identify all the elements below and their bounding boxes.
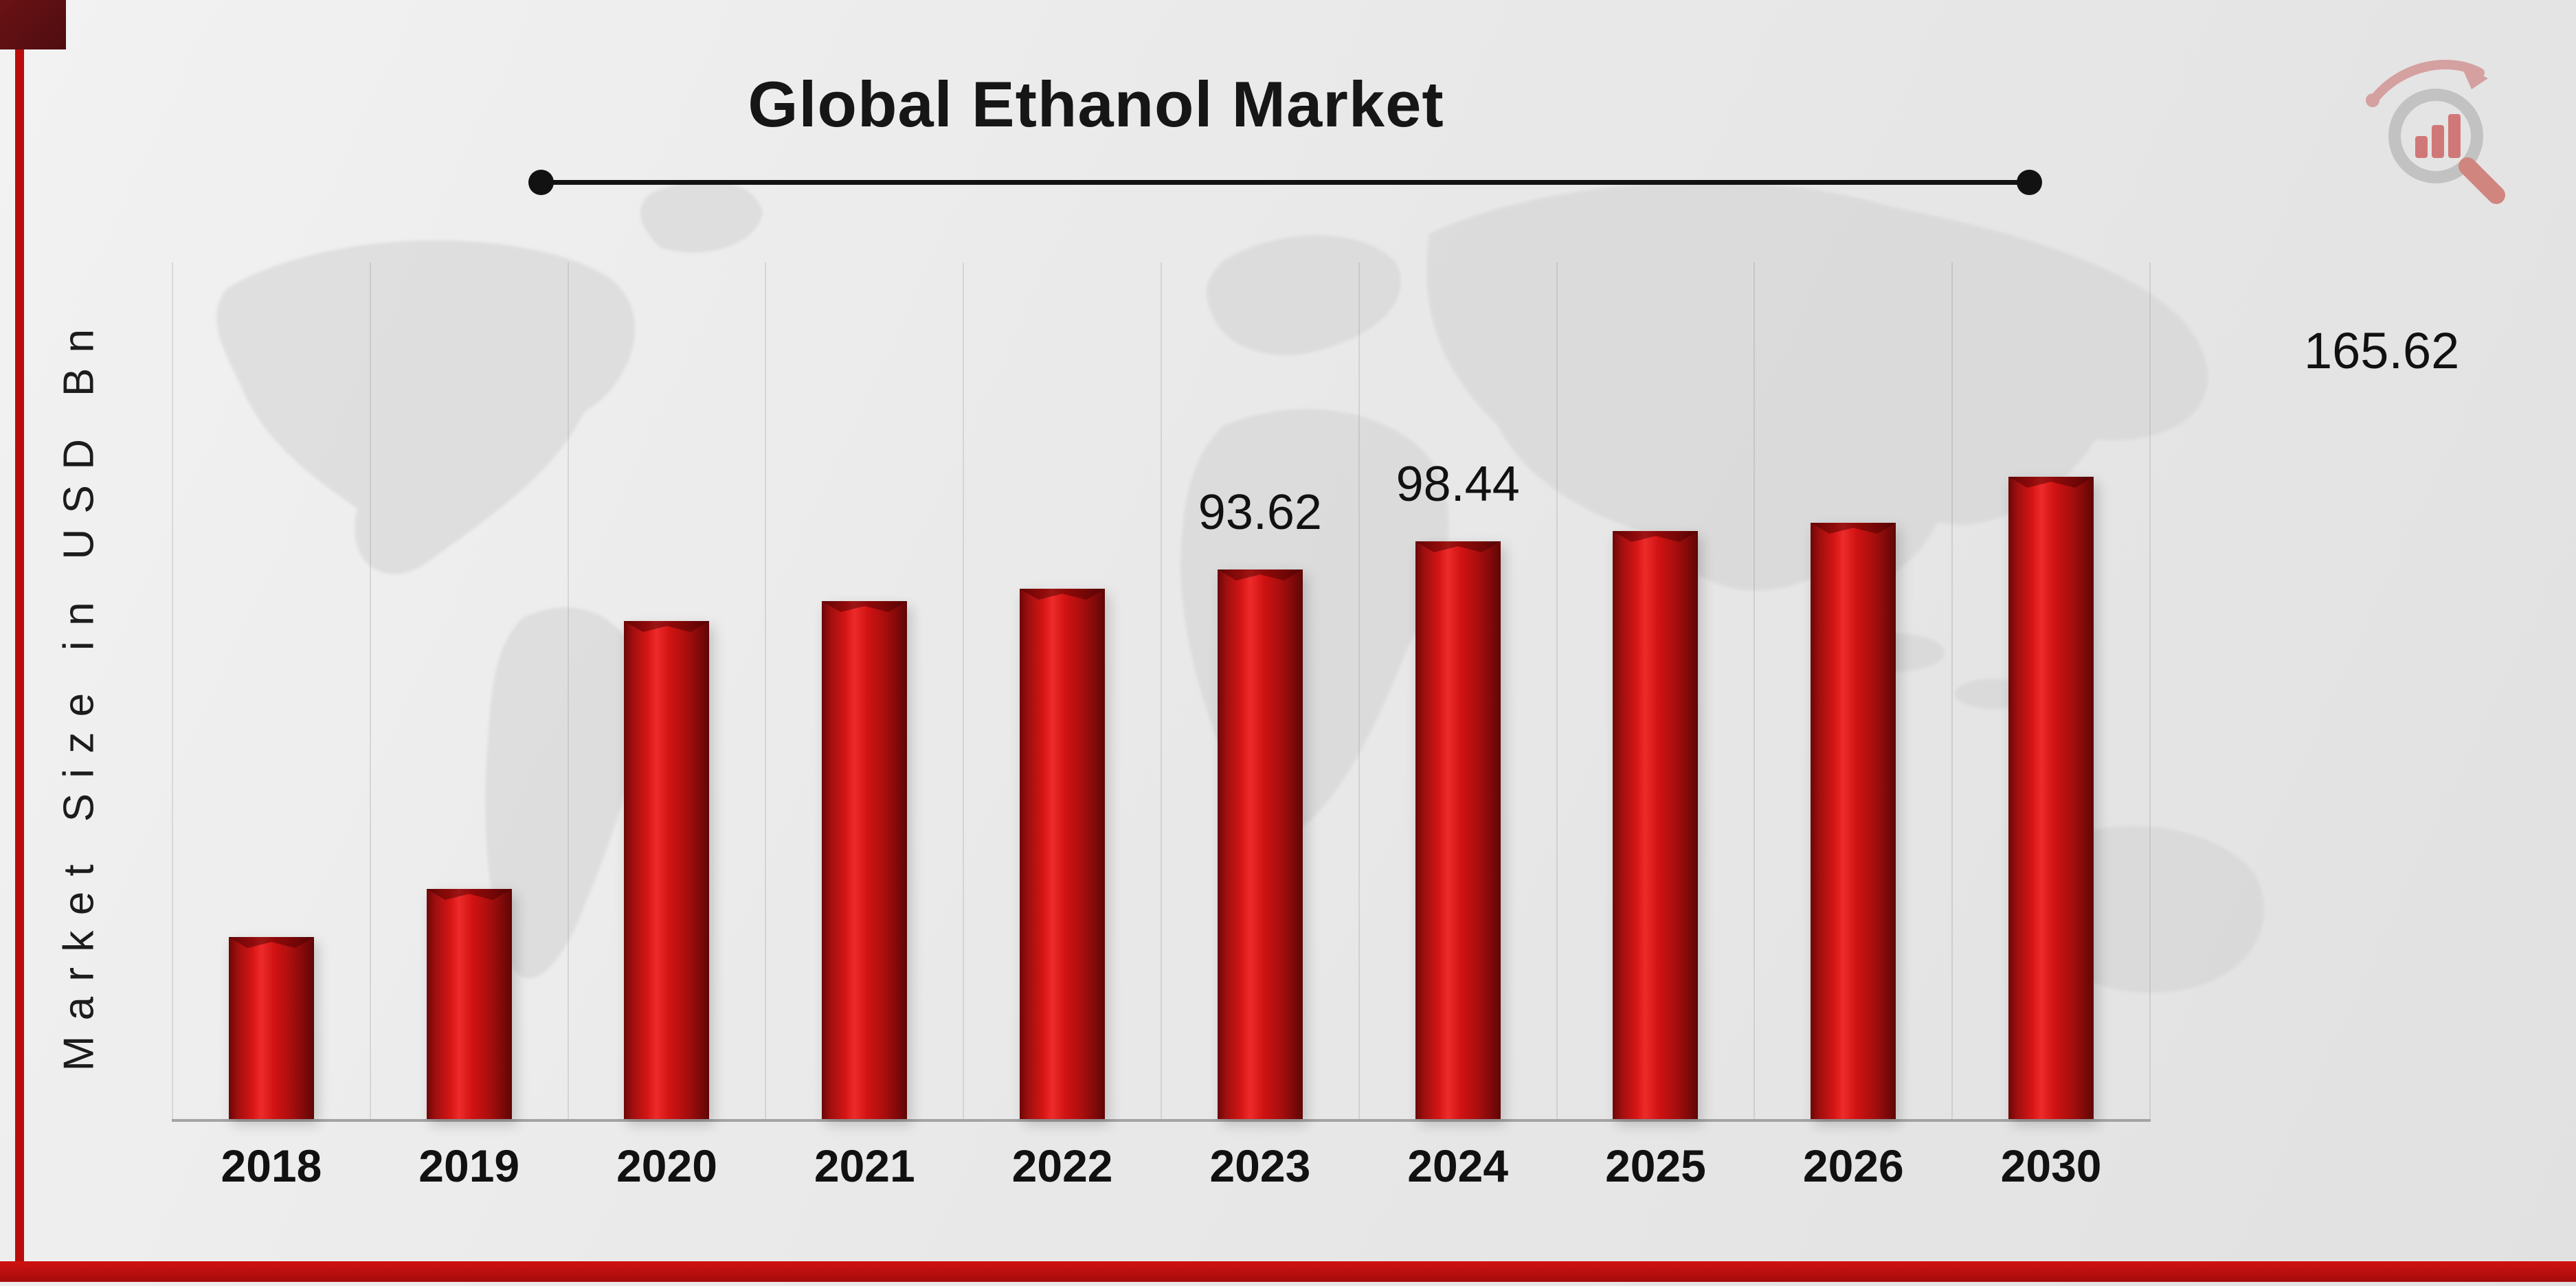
x-tick-label-2018: 2018 bbox=[221, 1140, 322, 1191]
chart-title: Global Ethanol Market bbox=[748, 68, 1444, 140]
annotation-2030-value: 165.62 bbox=[2304, 322, 2460, 379]
x-tick-label-2030: 2030 bbox=[2000, 1140, 2102, 1191]
chart-column-2019: 2019 bbox=[369, 262, 568, 1191]
bar-2022 bbox=[1020, 589, 1106, 1119]
chart-column-2030: 2030 bbox=[1951, 262, 2151, 1191]
chart-column-2020: 2020 bbox=[567, 262, 765, 1191]
x-tick-label-2019: 2019 bbox=[418, 1140, 520, 1191]
bar-value-label-2024: 98.44 bbox=[1396, 457, 1520, 512]
x-tick-label-2025: 2025 bbox=[1605, 1140, 1706, 1191]
bar-2024 bbox=[1415, 541, 1501, 1119]
x-tick-label-2021: 2021 bbox=[814, 1140, 915, 1191]
bottom-accent-bar bbox=[0, 1261, 2576, 1282]
title-underline bbox=[528, 170, 2042, 195]
bar-2020 bbox=[624, 621, 710, 1119]
bar-2030 bbox=[2008, 477, 2094, 1119]
bar-2026 bbox=[1811, 523, 1896, 1119]
chart-column-2025: 2025 bbox=[1556, 262, 1754, 1191]
x-tick-label-2026: 2026 bbox=[1802, 1140, 1904, 1191]
x-tick-label-2024: 2024 bbox=[1407, 1140, 1509, 1191]
underline-right-dot bbox=[2017, 170, 2042, 195]
bar-2019 bbox=[426, 889, 512, 1119]
chart-column-2024: 98.44 2024 bbox=[1358, 262, 1556, 1191]
chart-column-2018: 2018 bbox=[172, 262, 370, 1191]
underline-left-dot bbox=[528, 170, 554, 195]
market-research-logo-icon bbox=[2366, 60, 2505, 204]
y-axis-label: Market Size in USD Bn bbox=[55, 313, 103, 1072]
bar-2018 bbox=[228, 937, 314, 1119]
corner-accent-block bbox=[0, 0, 66, 49]
chart-column-2022: 2022 bbox=[963, 262, 1161, 1191]
bar-value-label-2023: 93.62 bbox=[1198, 485, 1322, 540]
chart-column-2023: 93.62 2023 bbox=[1160, 262, 1358, 1191]
x-tick-label-2023: 2023 bbox=[1209, 1140, 1311, 1191]
left-accent-stripe bbox=[15, 0, 24, 1264]
chart-column-2021: 2021 bbox=[765, 262, 963, 1191]
x-tick-label-2022: 2022 bbox=[1011, 1140, 1113, 1191]
bar-2023 bbox=[1217, 569, 1303, 1119]
chart-column-2026: 2026 bbox=[1754, 262, 1951, 1191]
bar-2021 bbox=[822, 601, 908, 1119]
plot-area: 2018 2019 2020 2021 2022 93.62 2023 98.44 2024 20… bbox=[172, 262, 2151, 1191]
x-tick-label-2020: 2020 bbox=[616, 1140, 717, 1191]
bar-2025 bbox=[1613, 531, 1699, 1119]
